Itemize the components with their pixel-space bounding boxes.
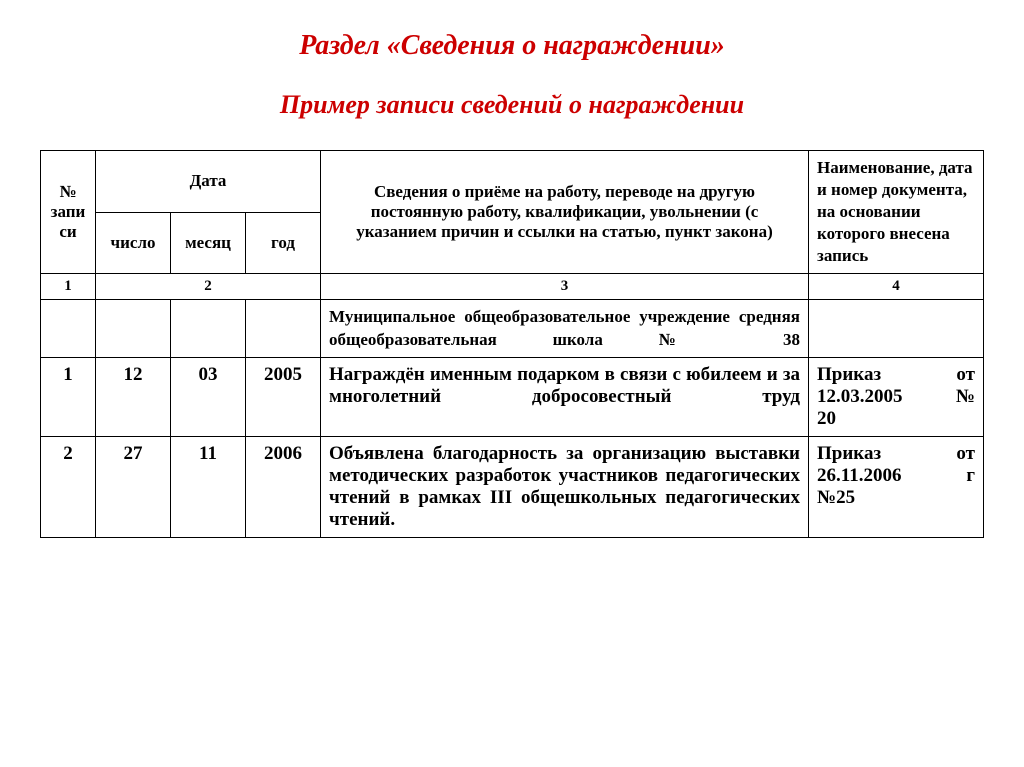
org-empty-2 xyxy=(96,300,171,357)
hdr-record-no: № запи си xyxy=(41,151,96,274)
ord-word: от xyxy=(956,443,975,465)
row-year: 2005 xyxy=(246,357,321,436)
example-title: Пример записи сведений о награждении xyxy=(40,90,984,120)
ord-word: 20 xyxy=(817,408,975,430)
ord-word: 26.11.2006 xyxy=(817,465,901,487)
awards-table: № запи си Дата Сведения о приёме на рабо… xyxy=(40,150,984,538)
ord-word: Приказ xyxy=(817,443,881,465)
row-info: Награждён именным подарком в связи с юби… xyxy=(321,357,809,436)
colnum-3: 3 xyxy=(321,274,809,300)
row-info: Объявлена благодарность за организацию в… xyxy=(321,436,809,537)
ord-word: Приказ xyxy=(817,364,881,386)
row-day: 12 xyxy=(96,357,171,436)
table-row: 1 12 03 2005 Награждён именным подарком … xyxy=(41,357,984,436)
colnum-1: 1 xyxy=(41,274,96,300)
row-day: 27 xyxy=(96,436,171,537)
org-empty-4 xyxy=(246,300,321,357)
ord-word: 12.03.2005 xyxy=(817,386,903,408)
section-title: Раздел «Сведения о награждении» xyxy=(40,30,984,62)
row-number: 2 xyxy=(41,436,96,537)
hdr-day: число xyxy=(96,212,171,274)
ord-word: г xyxy=(966,465,975,487)
hdr-doc: Наименование, дата и номер документа, на… xyxy=(809,151,984,274)
org-empty-1 xyxy=(41,300,96,357)
hdr-date: Дата xyxy=(96,151,321,213)
hdr-month: месяц xyxy=(171,212,246,274)
hdr-info: Сведения о приёме на работу, переводе на… xyxy=(321,151,809,274)
row-order: Приказ от 26.11.2006 г №25 xyxy=(809,436,984,537)
org-empty-3 xyxy=(171,300,246,357)
column-number-row: 1 2 3 4 xyxy=(41,274,984,300)
colnum-4: 4 xyxy=(809,274,984,300)
table-row: 2 27 11 2006 Объявлена благодарность за … xyxy=(41,436,984,537)
row-month: 03 xyxy=(171,357,246,436)
org-row: Муниципальное общеобразовательное учрежд… xyxy=(41,300,984,357)
org-name: Муниципальное общеобразовательное учрежд… xyxy=(321,300,809,357)
row-order: Приказ от 12.03.2005 № 20 xyxy=(809,357,984,436)
hdr-year: год xyxy=(246,212,321,274)
ord-word: №25 xyxy=(817,487,975,509)
org-empty-5 xyxy=(809,300,984,357)
colnum-2: 2 xyxy=(96,274,321,300)
ord-word: № xyxy=(956,386,975,408)
ord-word: от xyxy=(956,364,975,386)
row-year: 2006 xyxy=(246,436,321,537)
row-month: 11 xyxy=(171,436,246,537)
row-number: 1 xyxy=(41,357,96,436)
